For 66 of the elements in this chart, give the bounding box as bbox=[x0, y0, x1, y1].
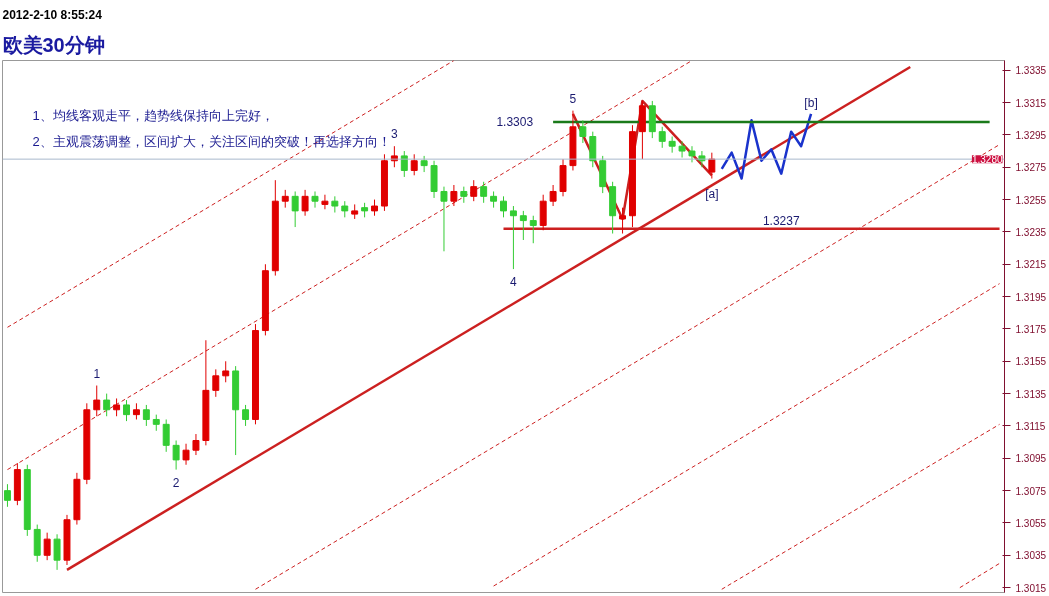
candlestick bbox=[519, 210, 527, 241]
candlestick bbox=[301, 189, 309, 217]
candlestick bbox=[103, 393, 111, 417]
ref-line-label: 1.3280 bbox=[971, 154, 1003, 166]
candlestick bbox=[93, 385, 101, 417]
text: 5 bbox=[569, 91, 577, 106]
candlestick bbox=[420, 155, 428, 173]
candlestick bbox=[678, 140, 686, 159]
candlestick bbox=[182, 443, 190, 466]
y-tick-label: 1.3235 bbox=[1015, 226, 1047, 238]
y-tick-label: 1.3015 bbox=[1015, 582, 1047, 594]
candlestick bbox=[53, 533, 61, 571]
y-tick-label: 1.3075 bbox=[1015, 485, 1047, 497]
candlestick bbox=[162, 418, 170, 453]
y-tick-label: 1.3315 bbox=[1015, 97, 1047, 109]
candlestick bbox=[658, 126, 666, 149]
chart-subtitle: 2012-2-10 8:55:24 bbox=[2, 7, 103, 22]
candlestick bbox=[242, 404, 250, 427]
y-tick-label: 1.3055 bbox=[1015, 517, 1047, 529]
candlestick bbox=[172, 440, 180, 471]
candlestick bbox=[509, 205, 517, 270]
y-tick-label: 1.3335 bbox=[1015, 65, 1047, 77]
y-tick-label: 1.3215 bbox=[1015, 259, 1047, 271]
line-series bbox=[720, 112, 813, 180]
candlestick bbox=[142, 404, 150, 427]
chart-title: 欧美30分钟 bbox=[2, 33, 105, 56]
candlestick bbox=[529, 215, 537, 244]
candlestick bbox=[123, 399, 130, 422]
candlestick bbox=[410, 153, 418, 176]
y-tick-label: 1.3135 bbox=[1015, 388, 1047, 400]
candlestick bbox=[450, 184, 458, 207]
candlestick bbox=[212, 368, 220, 398]
y-tick-label: 1.3275 bbox=[1015, 162, 1047, 174]
candlestick bbox=[619, 207, 627, 235]
candlestick bbox=[321, 194, 329, 210]
text: 4 bbox=[510, 275, 517, 290]
data-label: 1.3237 bbox=[762, 213, 800, 228]
candlestick bbox=[440, 186, 448, 252]
y-tick-label: 1.3175 bbox=[1015, 323, 1047, 335]
text: 2 bbox=[172, 475, 180, 490]
candlestick bbox=[708, 152, 716, 180]
candlestick bbox=[480, 181, 488, 204]
text: 3 bbox=[391, 127, 398, 142]
y-tick-label: 1.3155 bbox=[1015, 356, 1047, 368]
data-label: 1.3303 bbox=[496, 115, 534, 130]
text: [a] bbox=[705, 186, 719, 201]
y-tick-label: 1.3115 bbox=[1015, 420, 1046, 432]
y-tick-label: 1.3255 bbox=[1015, 194, 1047, 206]
candlestick bbox=[579, 119, 587, 144]
candlestick bbox=[470, 179, 478, 202]
candlestick bbox=[222, 360, 230, 383]
y-tick-label: 1.3035 bbox=[1015, 550, 1047, 562]
annotation: 1、均线客观走平，趋势线保持向上完好， bbox=[32, 107, 274, 123]
y-tick-label: 1.3195 bbox=[1015, 291, 1047, 303]
candlestick bbox=[291, 190, 299, 228]
data-label: [b] bbox=[804, 95, 818, 110]
y-tick-label: 1.3095 bbox=[1015, 453, 1047, 465]
candlestick bbox=[192, 433, 200, 456]
candlestick bbox=[311, 190, 319, 209]
candlestick bbox=[549, 184, 557, 207]
text: 1 bbox=[93, 366, 101, 381]
annotation: 2、主观震荡调整，区间扩大，关注区间的突破！再选择方向！ bbox=[32, 133, 391, 149]
candlestick bbox=[3, 483, 11, 508]
y-tick-label: 1.3295 bbox=[1015, 129, 1047, 141]
candlestick bbox=[500, 195, 507, 218]
candlestick bbox=[43, 532, 51, 561]
